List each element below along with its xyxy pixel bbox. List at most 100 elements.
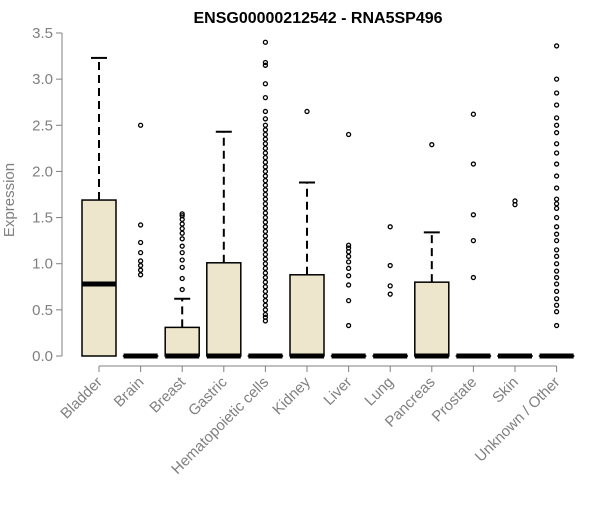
outlier-point bbox=[139, 240, 143, 244]
outlier-point bbox=[347, 283, 351, 287]
outlier-point bbox=[263, 142, 267, 146]
outlier-point bbox=[555, 303, 559, 307]
outlier-point bbox=[180, 231, 184, 235]
y-tick-label: 0.5 bbox=[32, 302, 53, 319]
outlier-point bbox=[263, 252, 267, 256]
outlier-point bbox=[263, 109, 267, 113]
outlier-point bbox=[263, 40, 267, 44]
outlier-point bbox=[263, 137, 267, 141]
outlier-point bbox=[139, 264, 143, 268]
y-axis: 0.00.51.01.52.02.53.03.5 bbox=[32, 25, 62, 365]
outlier-point bbox=[555, 216, 559, 220]
outlier-point bbox=[555, 262, 559, 266]
outlier-point bbox=[347, 243, 351, 247]
outlier-point bbox=[555, 297, 559, 301]
outlier-point bbox=[347, 260, 351, 264]
outlier-point bbox=[263, 266, 267, 270]
outlier-point bbox=[555, 123, 559, 127]
outlier-point bbox=[263, 257, 267, 261]
outlier-point bbox=[347, 133, 351, 137]
outlier-point bbox=[139, 223, 143, 227]
outlier-point bbox=[263, 133, 267, 137]
outlier-point bbox=[263, 82, 267, 86]
outlier-point bbox=[555, 186, 559, 190]
boxes-layer bbox=[82, 40, 574, 356]
outlier-point bbox=[555, 162, 559, 166]
chart-title: ENSG00000212542 - RNA5SP496 bbox=[193, 10, 442, 27]
outlier-point bbox=[180, 244, 184, 248]
outlier-point bbox=[139, 123, 143, 127]
outlier-point bbox=[263, 174, 267, 178]
outlier-point bbox=[471, 162, 475, 166]
x-tick-label: Brain bbox=[111, 374, 148, 411]
outlier-point bbox=[555, 91, 559, 95]
outlier-point bbox=[430, 143, 434, 147]
outlier-point bbox=[263, 243, 267, 247]
outlier-point bbox=[180, 265, 184, 269]
outlier-point bbox=[555, 142, 559, 146]
box-0 bbox=[82, 58, 116, 356]
outlier-point bbox=[263, 151, 267, 155]
outlier-point bbox=[347, 274, 351, 278]
outlier-point bbox=[263, 61, 267, 65]
box-body bbox=[290, 275, 324, 356]
outlier-point bbox=[388, 292, 392, 296]
outlier-point bbox=[263, 179, 267, 183]
outlier-point bbox=[555, 239, 559, 243]
outlier-point bbox=[263, 220, 267, 224]
outlier-point bbox=[263, 289, 267, 293]
box-4 bbox=[248, 40, 282, 356]
outlier-point bbox=[139, 268, 143, 272]
y-tick-label: 1.5 bbox=[32, 210, 53, 227]
x-tick-label: Bladder bbox=[57, 374, 106, 423]
outlier-point bbox=[180, 237, 184, 241]
outlier-point bbox=[263, 248, 267, 252]
box-11 bbox=[540, 44, 574, 356]
outlier-point bbox=[180, 222, 184, 226]
outlier-point bbox=[347, 299, 351, 303]
outlier-point bbox=[263, 211, 267, 215]
outlier-point bbox=[555, 103, 559, 107]
outlier-point bbox=[388, 264, 392, 268]
outlier-point bbox=[263, 169, 267, 173]
outlier-point bbox=[555, 225, 559, 229]
outlier-point bbox=[139, 273, 143, 277]
outlier-point bbox=[263, 312, 267, 316]
outlier-point bbox=[555, 254, 559, 258]
outlier-point bbox=[471, 112, 475, 116]
outlier-point bbox=[347, 324, 351, 328]
outlier-point bbox=[347, 266, 351, 270]
outlier-point bbox=[263, 188, 267, 192]
outlier-point bbox=[263, 229, 267, 233]
outlier-point bbox=[555, 289, 559, 293]
box-6 bbox=[332, 133, 366, 357]
outlier-point bbox=[555, 248, 559, 252]
outlier-point bbox=[263, 202, 267, 206]
x-tick-label: Skin bbox=[489, 374, 522, 407]
outlier-point bbox=[471, 213, 475, 217]
outlier-point bbox=[263, 303, 267, 307]
outlier-point bbox=[139, 259, 143, 263]
outlier-point bbox=[263, 206, 267, 210]
outlier-point bbox=[263, 285, 267, 289]
box-body bbox=[82, 200, 116, 356]
outlier-point bbox=[180, 276, 184, 280]
outlier-point bbox=[388, 284, 392, 288]
box-5 bbox=[290, 109, 324, 356]
outlier-point bbox=[180, 288, 184, 292]
outlier-point bbox=[263, 197, 267, 201]
outlier-point bbox=[555, 276, 559, 280]
x-tick-label: Prostate bbox=[429, 374, 481, 426]
outlier-point bbox=[263, 294, 267, 298]
outlier-point bbox=[555, 310, 559, 314]
outlier-point bbox=[555, 197, 559, 201]
outlier-point bbox=[263, 123, 267, 127]
outlier-point bbox=[555, 116, 559, 120]
outlier-point bbox=[263, 193, 267, 197]
outlier-point bbox=[388, 225, 392, 229]
outlier-point bbox=[180, 258, 184, 262]
x-tick-label: Breast bbox=[146, 373, 189, 416]
outlier-point bbox=[263, 225, 267, 229]
